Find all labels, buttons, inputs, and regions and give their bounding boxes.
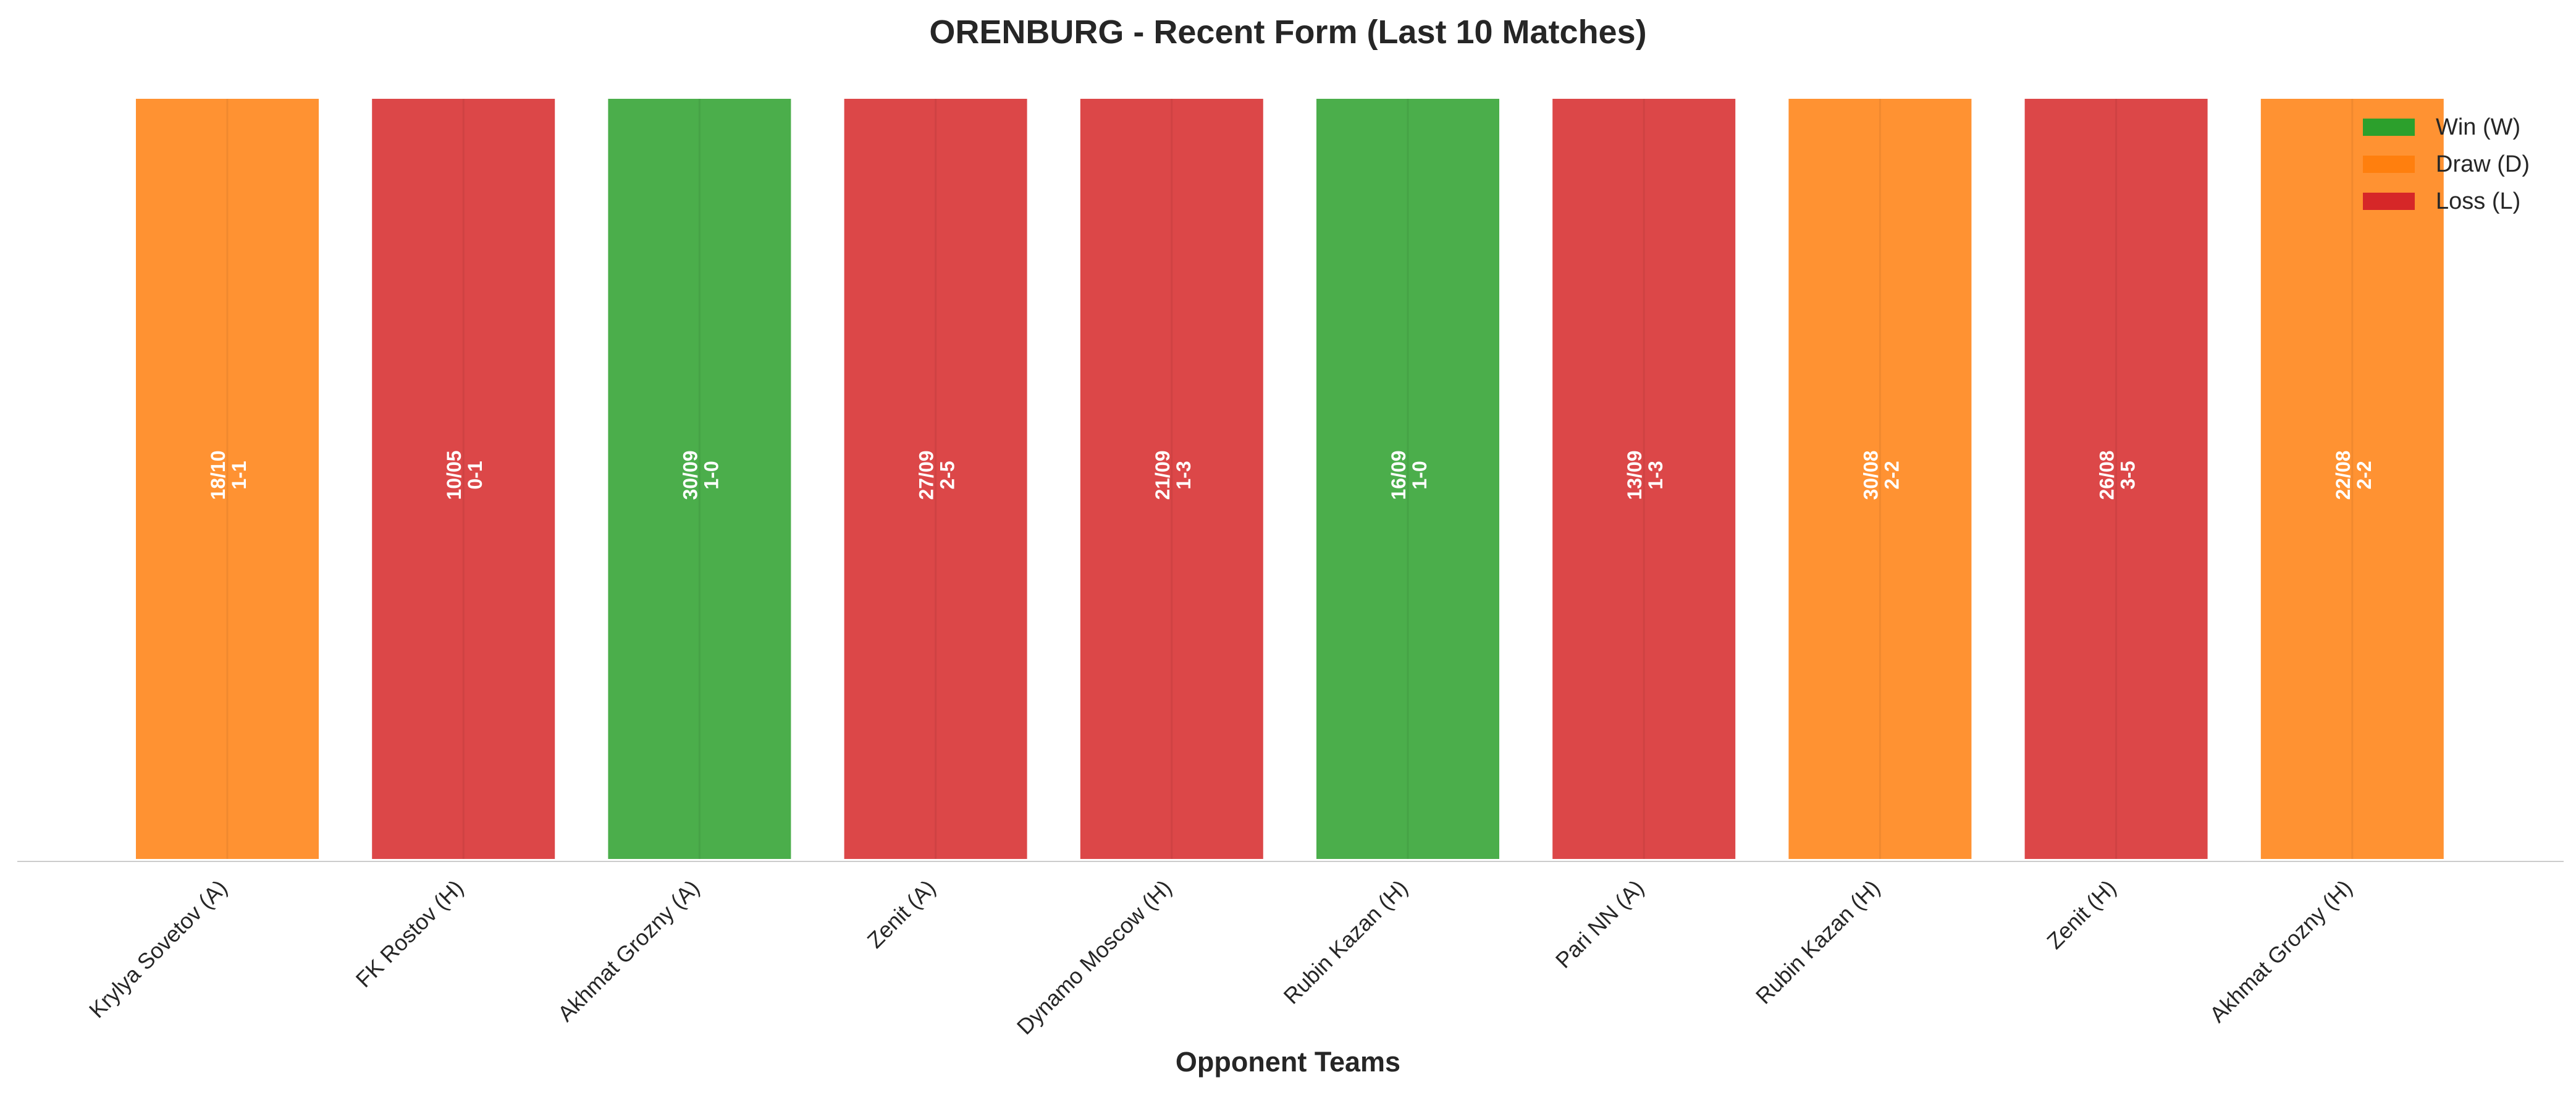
legend-swatch-d bbox=[2363, 156, 2415, 173]
bar-score-7: 1-3 bbox=[1644, 461, 1667, 489]
bar-label-9: 26/083-5 bbox=[2096, 450, 2139, 500]
bar-10 bbox=[2258, 96, 2446, 861]
bar-label-2: 10/050-1 bbox=[443, 450, 486, 500]
bar-score-2: 0-1 bbox=[464, 461, 486, 489]
bar-score-10: 2-2 bbox=[2353, 461, 2375, 489]
legend-label-l: Loss (L) bbox=[2436, 188, 2520, 214]
bar-label-4: 27/092-5 bbox=[915, 450, 959, 500]
bar-date-3: 30/09 bbox=[679, 450, 701, 500]
x-tick-label-9: Zenit (H) bbox=[2042, 875, 2121, 954]
x-axis-label: Opponent Teams bbox=[1176, 1046, 1400, 1078]
bar-score-5: 1-3 bbox=[1172, 461, 1195, 489]
bar-label-6: 16/091-0 bbox=[1387, 450, 1431, 500]
bar-label-7: 13/091-3 bbox=[1623, 450, 1667, 500]
bar-1 bbox=[133, 96, 321, 861]
bar-score-4: 2-5 bbox=[937, 461, 959, 489]
bar-score-6: 1-0 bbox=[1408, 461, 1431, 489]
bar-date-4: 27/09 bbox=[915, 450, 938, 500]
bar-score-1: 1-1 bbox=[228, 461, 250, 489]
bar-label-10: 22/082-2 bbox=[2332, 450, 2375, 500]
bars-layer: 18/101-1 10/050-1 30/091-0 27/092-5 21/091-3… bbox=[133, 96, 2446, 861]
legend: Win (W) Draw (D) Loss (L) bbox=[2363, 114, 2530, 214]
bar-date-5: 21/09 bbox=[1151, 450, 1174, 500]
legend-label-w: Win (W) bbox=[2436, 114, 2520, 140]
bar-label-3: 30/091-0 bbox=[679, 450, 722, 500]
x-tick-label-7: Pari NN (A) bbox=[1551, 875, 1649, 973]
bar-label-8: 30/082-2 bbox=[1859, 450, 1903, 500]
x-tick-labels: Krylya Sovetov (A) FK Rostov (H) Akhmat Gr… bbox=[84, 875, 2357, 1040]
x-tick-label-4: Zenit (A) bbox=[862, 875, 941, 953]
x-tick-label-6: Rubin Kazan (H) bbox=[1278, 875, 1412, 1009]
bar-date-7: 13/09 bbox=[1623, 450, 1646, 500]
bar-score-9: 3-5 bbox=[2117, 461, 2139, 489]
bar-date-2: 10/05 bbox=[443, 450, 465, 500]
bar-6 bbox=[1314, 96, 1502, 861]
x-tick-label-8: Rubin Kazan (H) bbox=[1751, 875, 1885, 1009]
bar-5 bbox=[1077, 96, 1266, 861]
bar-score-3: 1-0 bbox=[700, 461, 722, 489]
legend-label-d: Draw (D) bbox=[2436, 151, 2530, 177]
bar-score-8: 2-2 bbox=[1880, 461, 1903, 489]
bar-8 bbox=[1786, 96, 1974, 861]
x-tick-label-1: Krylya Sovetov (A) bbox=[84, 875, 232, 1023]
bar-3 bbox=[605, 96, 794, 861]
bar-date-8: 30/08 bbox=[1859, 450, 1882, 500]
bar-4 bbox=[841, 96, 1030, 861]
legend-swatch-w bbox=[2363, 119, 2415, 136]
bar-date-10: 22/08 bbox=[2332, 450, 2354, 500]
bar-2 bbox=[369, 96, 558, 861]
x-tick-label-10: Akhmat Grozny (H) bbox=[2205, 875, 2357, 1028]
bar-label-1: 18/101-1 bbox=[207, 450, 250, 500]
bar-9 bbox=[2022, 96, 2210, 861]
bar-date-9: 26/08 bbox=[2096, 450, 2118, 500]
legend-swatch-l bbox=[2363, 193, 2415, 210]
bar-7 bbox=[1550, 96, 1738, 861]
x-tick-label-2: FK Rostov (H) bbox=[351, 875, 468, 992]
chart-title: ORENBURG - Recent Form (Last 10 Matches) bbox=[929, 14, 1646, 51]
bar-label-5: 21/091-3 bbox=[1151, 450, 1195, 500]
x-tick-label-5: Dynamo Moscow (H) bbox=[1012, 875, 1177, 1040]
bar-date-6: 16/09 bbox=[1387, 450, 1410, 500]
x-tick-label-3: Akhmat Grozny (A) bbox=[553, 875, 704, 1026]
bar-date-1: 18/10 bbox=[207, 450, 229, 500]
